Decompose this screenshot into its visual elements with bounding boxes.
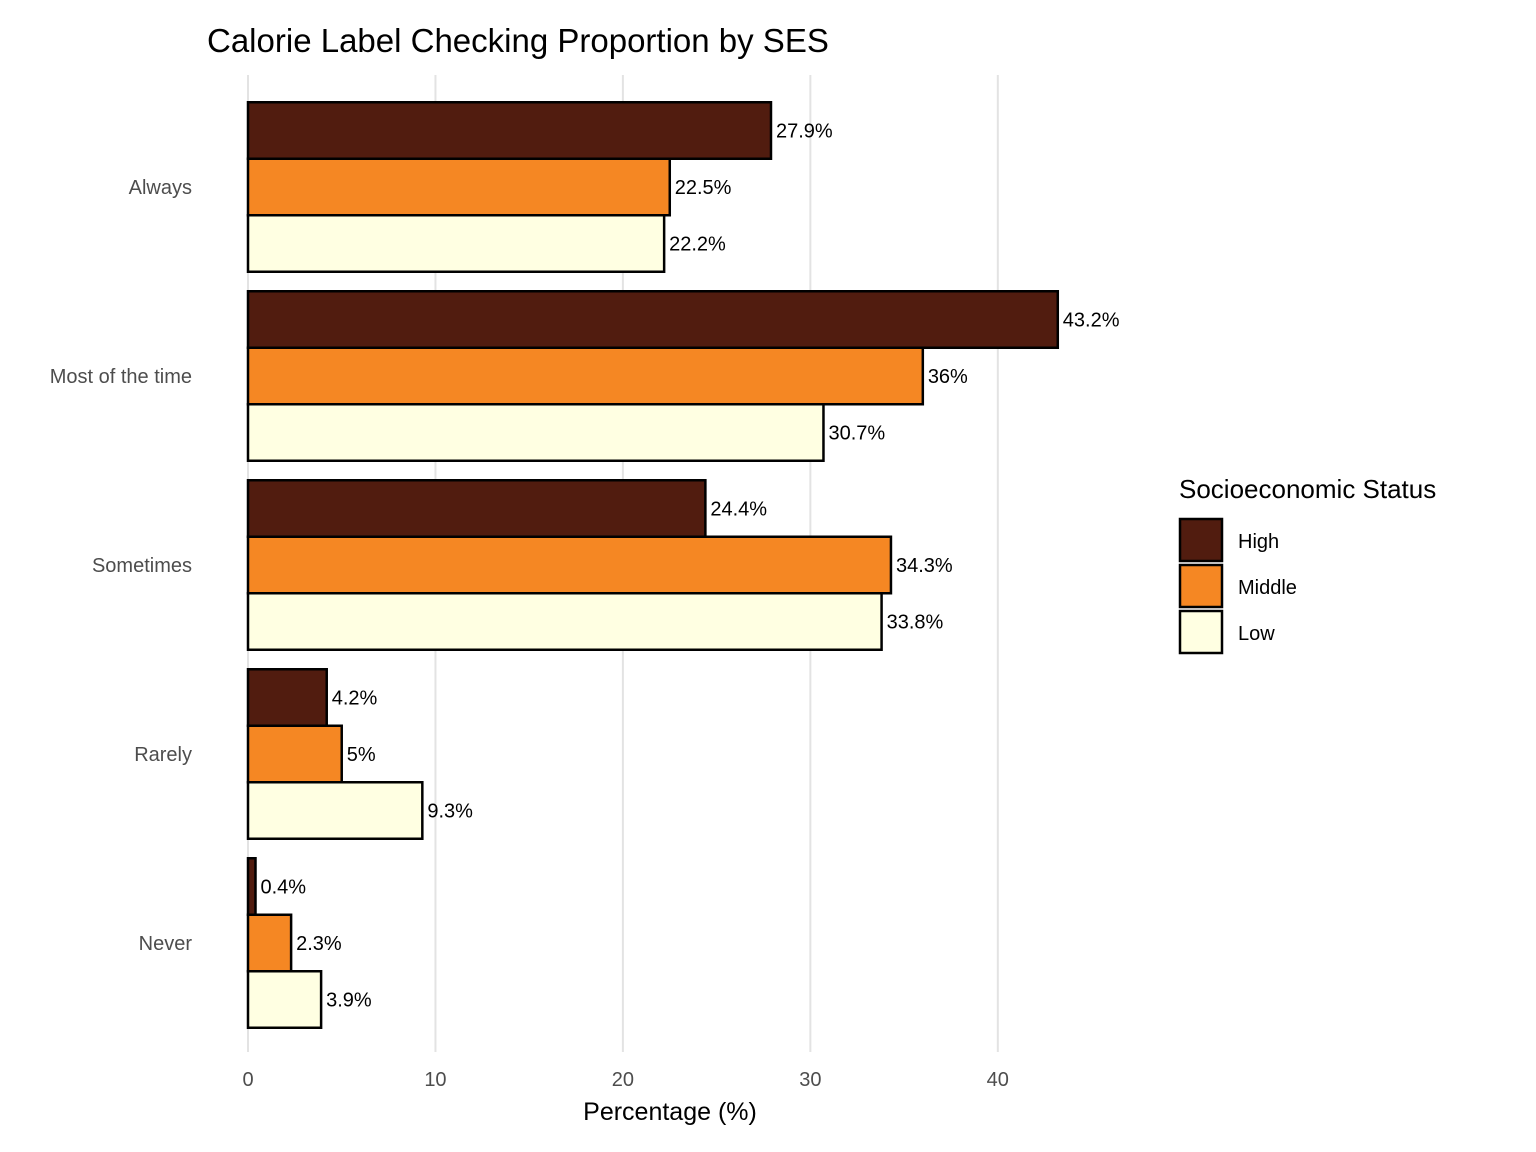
data-label-never-low: 3.9% [326, 990, 372, 1012]
data-label-always-middle: 22.5% [675, 177, 732, 199]
bar-most-of-the-time-middle [246, 346, 925, 406]
category-label-rarely: Rarely [134, 744, 192, 766]
bar-never-high [246, 857, 257, 916]
legend-title: Socioeconomic Status [1179, 474, 1436, 504]
bar-never-middle [246, 913, 293, 973]
bar-always-low [246, 214, 666, 273]
bar-always-middle [246, 157, 672, 217]
category-axis: Always Most of the time Sometimes Rarely Nev… [50, 177, 193, 955]
chart-title: Calorie Label Checking Proportion by SES [207, 22, 829, 59]
x-tick-label-20: 20 [612, 1069, 634, 1091]
data-label-always-low: 22.2% [669, 234, 726, 256]
bar-sometimes-high [246, 479, 707, 538]
data-label-always-high: 27.9% [776, 121, 833, 143]
data-label-most-of-the-time-high: 43.2% [1063, 310, 1120, 332]
data-label-rarely-high: 4.2% [332, 688, 378, 710]
data-label-most-of-the-time-low: 30.7% [828, 423, 885, 445]
data-label-never-middle: 2.3% [296, 933, 342, 955]
data-label-sometimes-high: 24.4% [710, 499, 767, 521]
category-label-never: Never [139, 933, 193, 955]
data-labels: 27.9% 22.5% 22.2% 43.2% 36% 30.7% 24.4% 34.3% 33… [260, 121, 1119, 1012]
bar-rarely-low [246, 781, 424, 840]
x-axis-title: Percentage (%) [583, 1098, 757, 1126]
bar-sometimes-middle [246, 535, 893, 595]
legend-key-middle [1178, 563, 1224, 609]
x-tick-label-40: 40 [987, 1069, 1009, 1091]
bar-always-high [246, 101, 773, 160]
bar-never-low [246, 970, 323, 1029]
x-tick-label-10: 10 [424, 1069, 446, 1091]
value-axis: 0 10 20 30 40 [242, 1069, 1008, 1091]
legend: Socioeconomic Status High Middle Low [1178, 474, 1436, 655]
legend-label-low: Low [1238, 623, 1275, 645]
data-label-never-high: 0.4% [260, 877, 306, 899]
data-label-most-of-the-time-middle: 36% [928, 366, 968, 388]
legend-label-middle: Middle [1238, 577, 1297, 599]
data-label-sometimes-low: 33.8% [887, 612, 944, 634]
data-label-rarely-middle: 5% [347, 744, 376, 766]
category-label-always: Always [129, 177, 192, 199]
bar-most-of-the-time-low [246, 403, 825, 462]
x-tick-label-0: 0 [242, 1069, 253, 1091]
data-label-rarely-low: 9.3% [427, 801, 473, 823]
category-label-sometimes: Sometimes [92, 555, 192, 577]
bar-rarely-high [246, 668, 328, 727]
legend-label-high: High [1238, 531, 1279, 553]
category-label-most-of-the-time: Most of the time [50, 366, 192, 388]
legend-key-low [1178, 609, 1224, 655]
x-tick-label-30: 30 [799, 1069, 821, 1091]
bar-rarely-middle [246, 724, 343, 784]
bar-most-of-the-time-high [246, 290, 1060, 349]
bars [246, 101, 1060, 1029]
legend-key-high [1178, 517, 1224, 563]
data-label-sometimes-middle: 34.3% [896, 555, 953, 577]
bar-sometimes-low [246, 592, 883, 651]
